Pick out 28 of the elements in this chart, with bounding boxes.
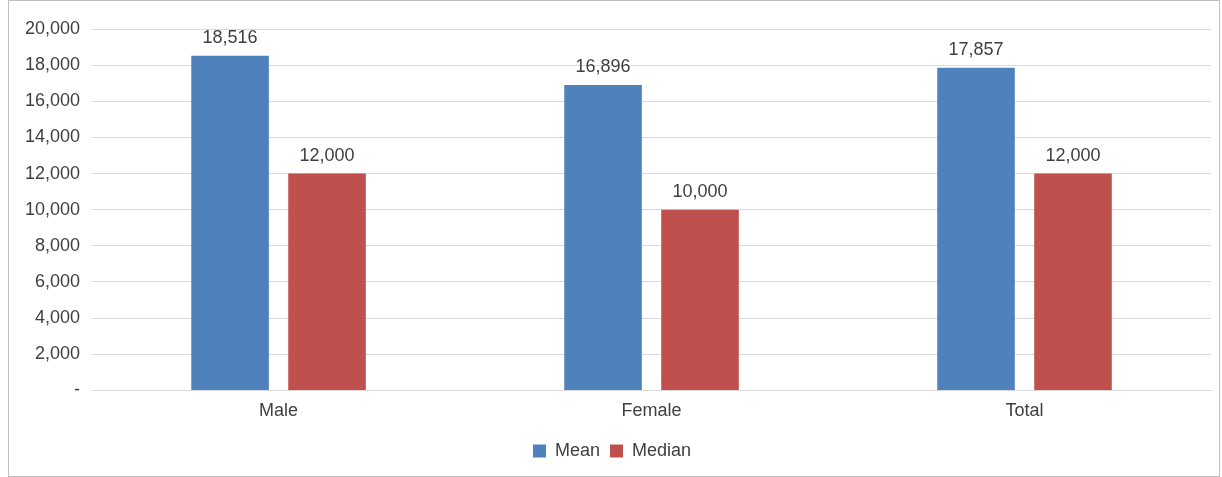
data-label: 12,000 [299,144,355,165]
y-tick-label: 12,000 [24,162,81,183]
y-tick-label: 8,000 [35,234,81,255]
y-tick-label: 10,000 [24,198,81,219]
bar [661,209,739,390]
y-tick-label: 20,000 [24,17,81,38]
y-tick-label: 4,000 [35,307,81,328]
y-tick-label: 6,000 [35,270,81,291]
legend-label: Mean [554,439,600,460]
y-tick-label: - [74,379,81,400]
y-tick-label: 18,000 [24,54,81,75]
data-label: 17,857 [948,38,1004,59]
x-tick-label: Female [621,400,682,421]
data-label: 16,896 [575,56,631,77]
data-label: 10,000 [672,180,728,201]
data-label: 18,516 [202,26,258,47]
y-tick-label: 16,000 [24,90,81,111]
x-tick-label: Male [259,400,299,421]
legend-label: Median [632,439,692,460]
x-tick-label: Total [1005,400,1044,421]
data-label: 12,000 [1045,144,1101,165]
bar [1034,173,1112,390]
bar [288,173,366,390]
bar [937,67,1015,390]
bar [564,85,642,390]
y-tick-label: 2,000 [35,343,81,364]
y-tick-label: 14,000 [24,126,81,147]
bar [191,55,269,390]
